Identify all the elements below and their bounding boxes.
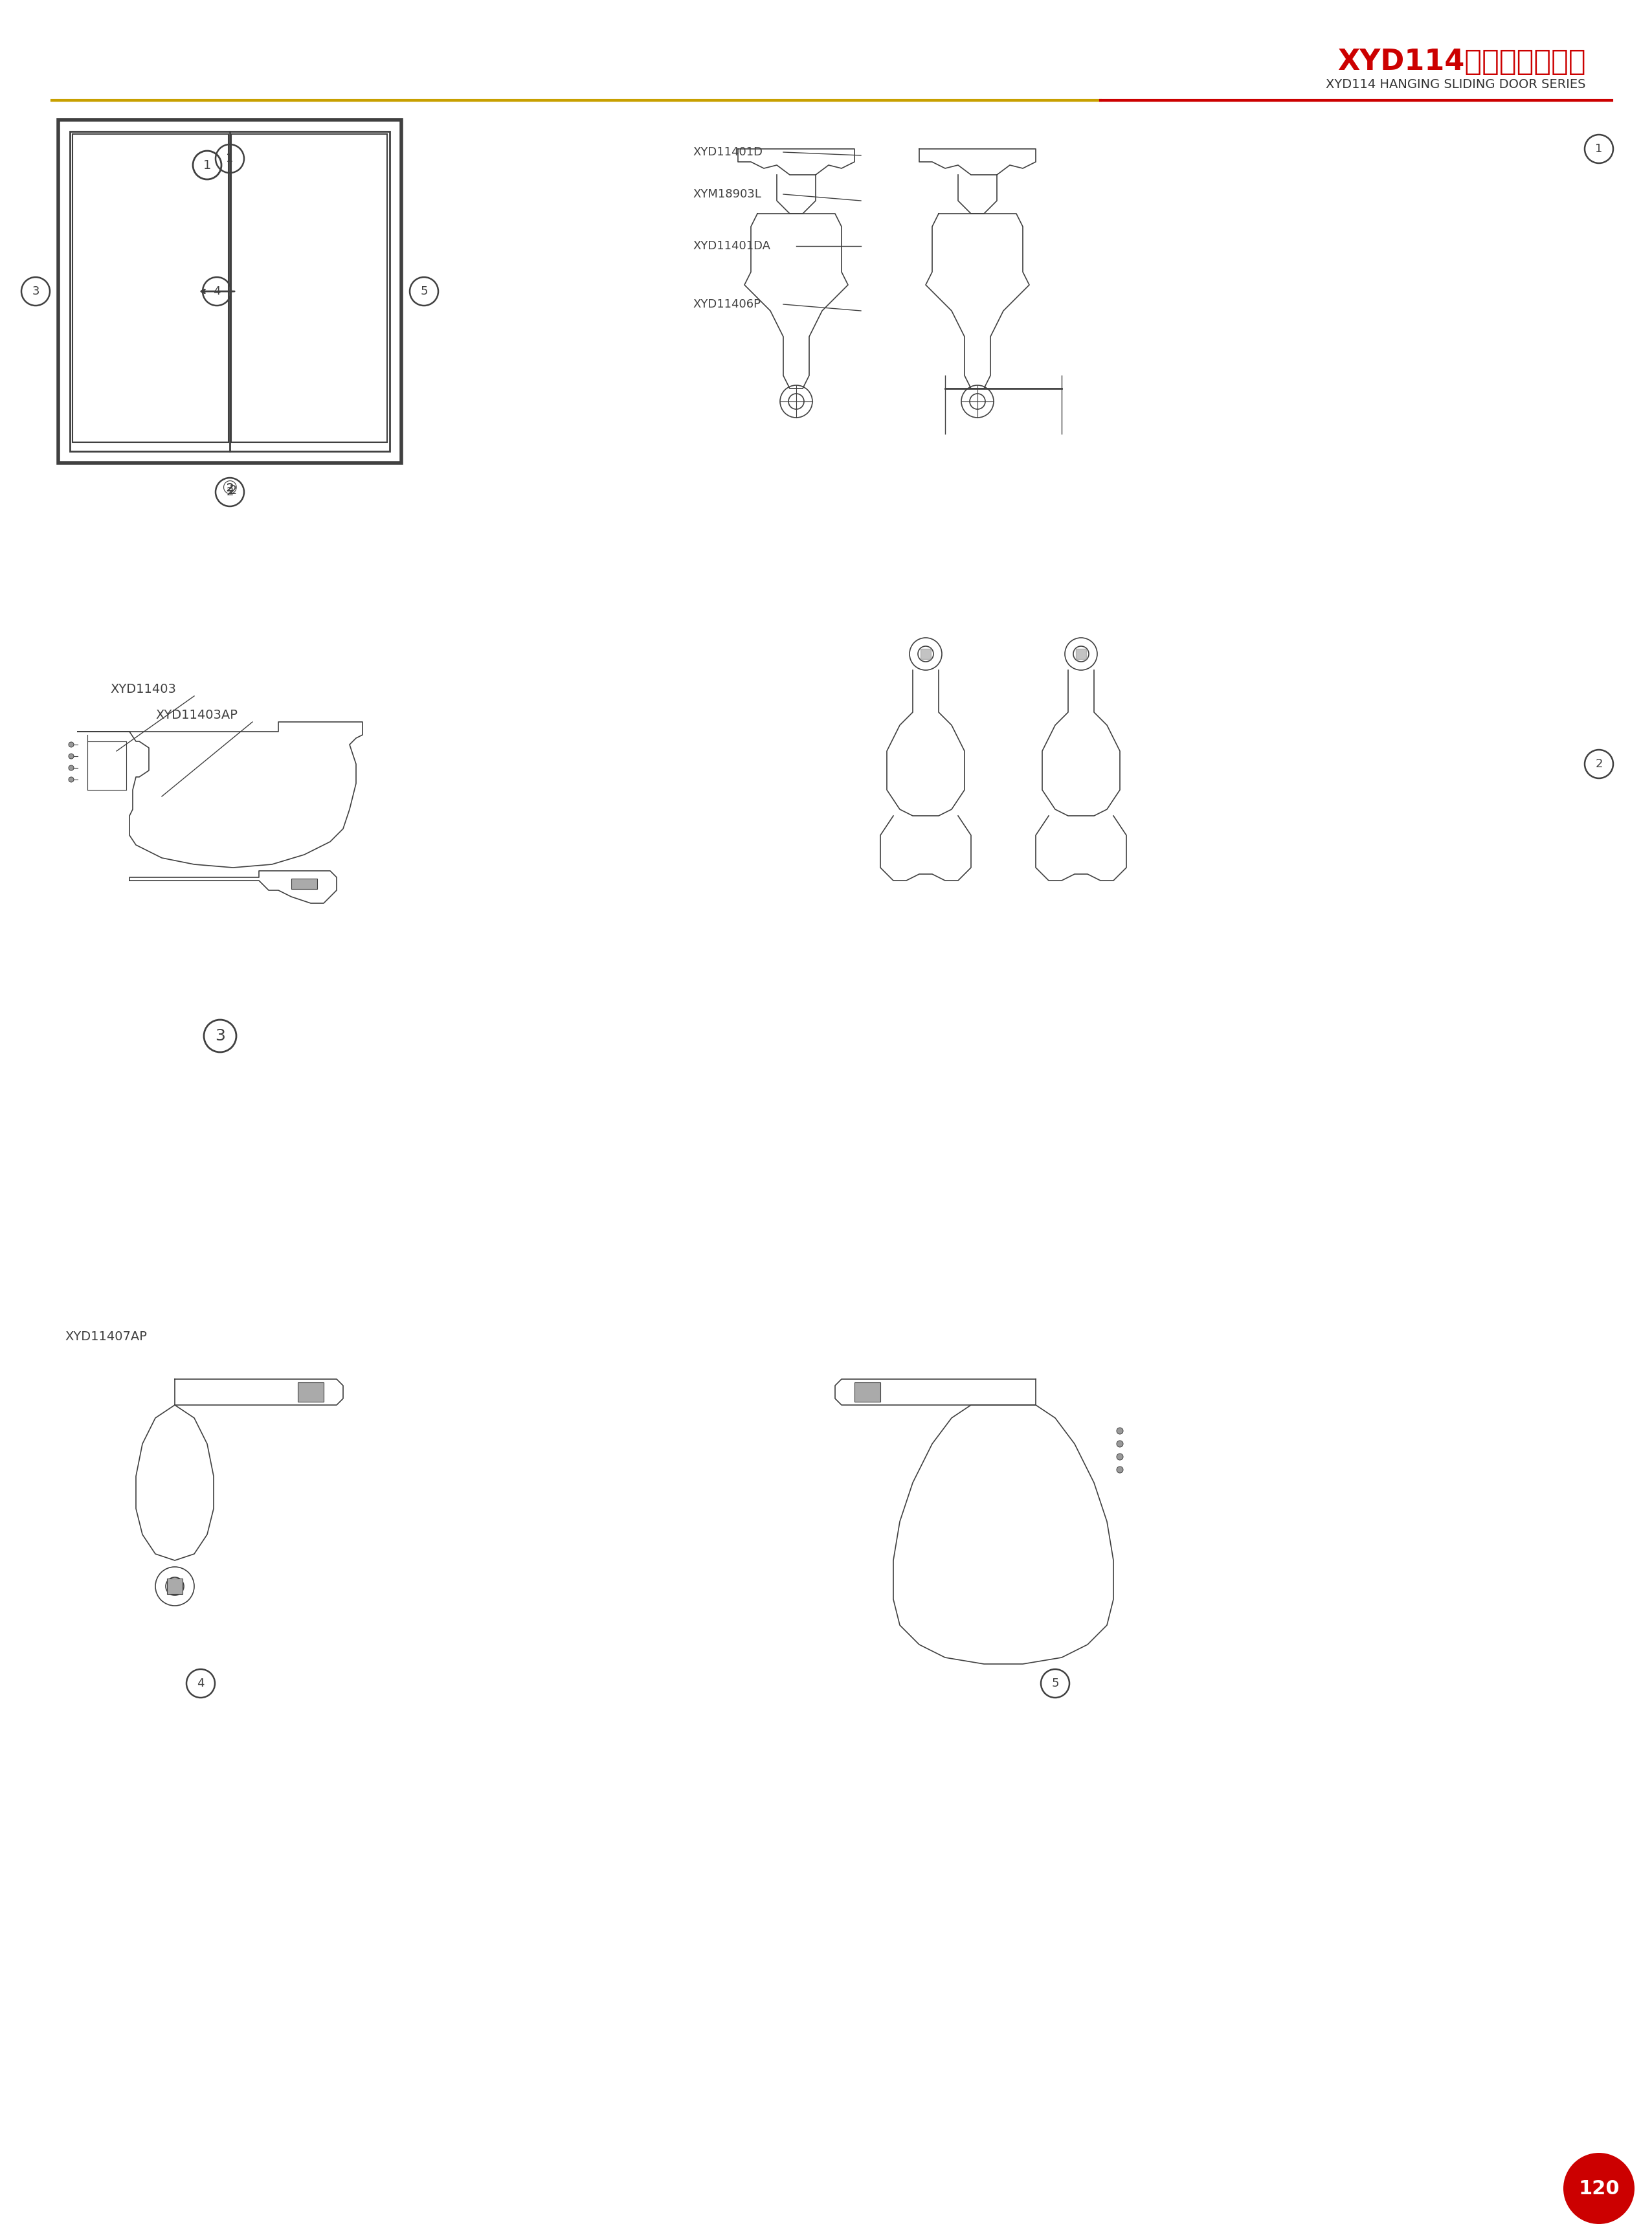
Text: 2: 2 bbox=[1596, 759, 1602, 770]
Text: 5: 5 bbox=[420, 285, 428, 298]
Circle shape bbox=[69, 766, 74, 770]
Circle shape bbox=[1117, 1454, 1123, 1460]
Bar bbox=[854, 1382, 881, 1402]
Circle shape bbox=[1117, 1467, 1123, 1474]
Text: XYD11403AP: XYD11403AP bbox=[155, 708, 238, 721]
Bar bbox=[73, 134, 228, 443]
Bar bbox=[69, 131, 390, 452]
Text: 4: 4 bbox=[197, 1678, 205, 1690]
Text: XYD114 HANGING SLIDING DOOR SERIES: XYD114 HANGING SLIDING DOOR SERIES bbox=[1327, 78, 1586, 91]
Text: XYD11401DA: XYD11401DA bbox=[692, 240, 770, 252]
Text: 1: 1 bbox=[1596, 142, 1602, 156]
Text: 2: 2 bbox=[230, 483, 236, 496]
Text: XYM18903L: XYM18903L bbox=[692, 189, 762, 200]
Text: 120: 120 bbox=[1578, 2179, 1619, 2197]
Text: XYD11401D: XYD11401D bbox=[692, 147, 763, 158]
Text: 1: 1 bbox=[226, 154, 233, 165]
Circle shape bbox=[69, 777, 74, 781]
Text: XYD114吊轨推拉门系列: XYD114吊轨推拉门系列 bbox=[1338, 47, 1586, 76]
Text: 4: 4 bbox=[213, 285, 221, 298]
Bar bbox=[291, 879, 317, 888]
Text: 5: 5 bbox=[1051, 1678, 1059, 1690]
Circle shape bbox=[1117, 1440, 1123, 1447]
Text: 1: 1 bbox=[203, 158, 211, 171]
Text: XYD11407AP: XYD11407AP bbox=[64, 1331, 147, 1342]
Bar bbox=[297, 1382, 324, 1402]
Bar bbox=[167, 1578, 183, 1594]
Circle shape bbox=[1563, 2153, 1634, 2224]
Text: XYD11403: XYD11403 bbox=[111, 683, 177, 695]
Text: ②: ② bbox=[221, 481, 238, 499]
Bar bbox=[58, 120, 401, 463]
Text: 3: 3 bbox=[215, 1028, 225, 1044]
Circle shape bbox=[1117, 1427, 1123, 1434]
Text: 2: 2 bbox=[226, 485, 233, 499]
Circle shape bbox=[69, 755, 74, 759]
Circle shape bbox=[69, 741, 74, 748]
Text: XYD11406P: XYD11406P bbox=[692, 298, 760, 309]
Bar bbox=[231, 134, 387, 443]
Text: 3: 3 bbox=[31, 285, 40, 298]
